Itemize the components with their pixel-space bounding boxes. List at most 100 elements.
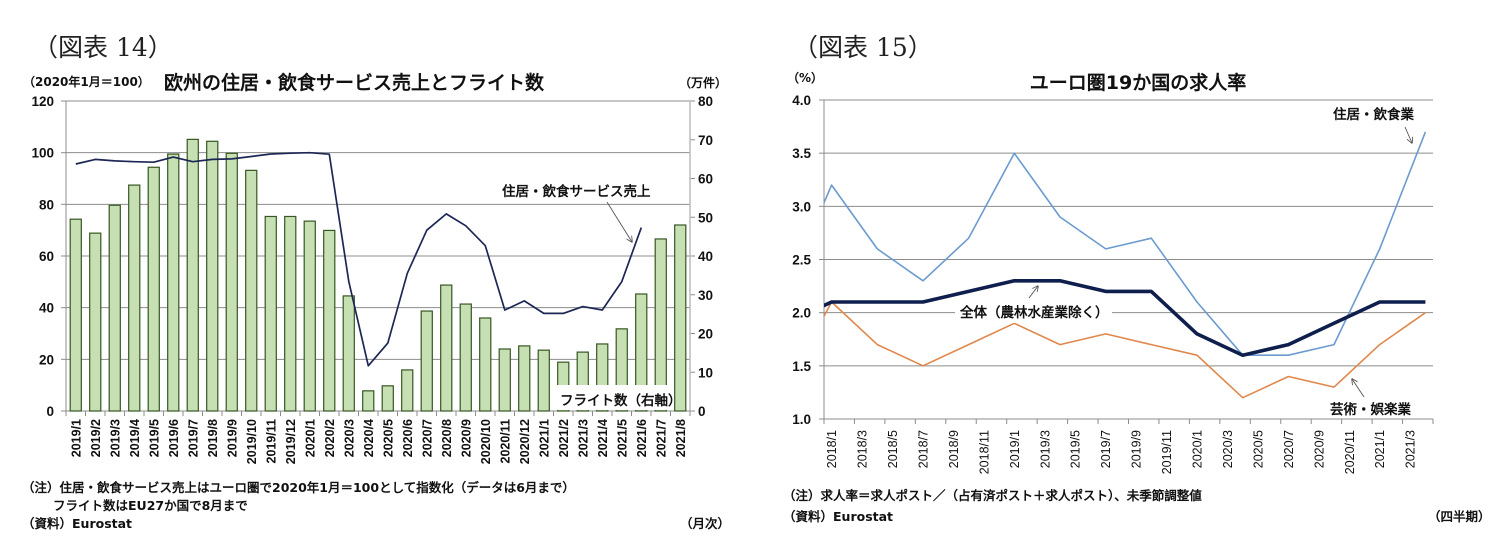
y-tick-label-right: 20: [698, 327, 713, 342]
flights-bar: [362, 390, 375, 412]
note-line: フライト数はEU27か国で8月まで: [53, 498, 248, 513]
x-tick-label: 2020/11: [1343, 430, 1357, 474]
figure-label: （図表 14）: [33, 33, 173, 62]
figure-14: （図表 14） （2020年1月＝100） 欧州の住居・飲食サービス売上とフライ…: [22, 33, 730, 531]
x-tick-label: 2019/11: [1160, 430, 1174, 474]
flights-bar-annotation: フライト数（右軸）: [560, 392, 682, 409]
flights-bar: [303, 220, 316, 412]
x-tick-label: 2018/9: [947, 430, 961, 468]
x-tick-label: 2020/8: [440, 419, 454, 457]
x-tick-label: 2020/10: [479, 419, 493, 464]
note-line: （注）求人率＝求人ポスト／（占有済ポスト＋求人ポスト）、未季節調整値: [783, 488, 1202, 503]
sales-line-annotation: 住居・飲食サービス売上: [502, 183, 651, 200]
x-tick-label: 2020/3: [1221, 430, 1235, 468]
y-axis-unit: （%）: [787, 70, 823, 85]
axes: 1.0 1.5 2.0 2.5 3.0 3.5 4.0: [792, 93, 1434, 427]
flights-bar: [420, 310, 433, 412]
note-line: （注）住居・飲食サービス売上はユーロ圏で2020年1月＝100として指数化（デー…: [22, 480, 575, 495]
x-axis-labels: 2018/1 2018/3 2018/5 2018/7 2018/9 2018/11 201…: [825, 430, 1418, 474]
flights-bar: [186, 138, 199, 412]
x-tick-label: 2019/11: [264, 419, 278, 464]
flights-bar: [108, 204, 121, 412]
arts-annotation: 芸術・娯楽業: [1330, 401, 1411, 418]
annotation-arrow: [606, 201, 632, 242]
flights-bar: [264, 215, 277, 412]
y-tick-label: 2.5: [792, 253, 811, 268]
y-tick-label-left: 60: [39, 249, 54, 264]
accommodation-annotation: 住居・飲食業: [1333, 106, 1414, 123]
flights-bar: [323, 229, 336, 412]
y-tick-label-right: 80: [698, 94, 713, 109]
x-tick-label: 2019/1: [1008, 430, 1022, 468]
x-tick-label: 2019/9: [1130, 430, 1144, 468]
x-tick-label: 2021/3: [576, 419, 590, 457]
x-axis-labels: 2019/1 2019/2 2019/3 2019/4 2019/5 2019/6 2019…: [69, 419, 688, 464]
x-tick-label: 2019/3: [1038, 430, 1052, 468]
x-tick-label: 2018/3: [856, 430, 870, 468]
x-tick-label: 2020/2: [323, 419, 337, 457]
x-tick-label: 2019/1: [69, 419, 83, 457]
flights-bar: [342, 295, 355, 412]
x-tick-label: 2019/10: [245, 419, 259, 464]
total-excl-agriculture-line: [824, 278, 1426, 358]
y-tick-label-left: 120: [31, 94, 54, 109]
left-axis-unit: （2020年1月＝100）: [23, 74, 150, 89]
flights-bar: [674, 224, 687, 412]
y-tick-label-right: 60: [698, 172, 713, 187]
x-tick-label: 2019/3: [108, 419, 122, 457]
flights-bar: [147, 166, 160, 412]
y-tick-label: 4.0: [792, 93, 811, 108]
y-tick-label-left: 20: [39, 352, 54, 367]
y-tick-label-left: 0: [46, 404, 54, 419]
x-tick-label: 2020/5: [381, 419, 395, 457]
y-tick-label-right: 0: [698, 404, 706, 419]
x-tick-label: 2018/1: [825, 430, 839, 468]
x-tick-label: 2019/4: [128, 419, 142, 457]
figure-label: （図表 15）: [793, 33, 933, 62]
y-tick-label-left: 80: [39, 197, 54, 212]
flights-bar: [518, 345, 531, 412]
annotation-arrow: [1352, 379, 1365, 398]
y-tick-label: 3.0: [792, 199, 811, 214]
gridlines: [824, 99, 1433, 367]
x-tick-label: 2018/11: [977, 430, 991, 474]
x-tick-label: 2020/7: [1282, 430, 1296, 468]
y-tick-label: 1.0: [792, 412, 811, 427]
annotation-arrow: [1028, 286, 1038, 299]
x-tick-label: 2019/8: [206, 419, 220, 457]
x-tick-label: 2021/5: [615, 419, 629, 457]
total-label-background: [955, 301, 1112, 323]
x-tick-label: 2019/9: [225, 419, 239, 457]
sales-line-layer: [75, 151, 643, 367]
y-tick-label-right: 10: [698, 365, 713, 380]
axes: 0 20 40 60 80 100 120 0 10 20 30 40 50 60 70 80: [31, 94, 713, 419]
x-tick-label: 2020/5: [1251, 430, 1265, 468]
flights-label-background: [556, 385, 674, 410]
series-lines: [824, 131, 1427, 399]
flights-bar: [401, 369, 414, 412]
flights-bar: [440, 284, 453, 412]
x-tick-label: 2020/3: [342, 419, 356, 457]
x-tick-label: 2021/2: [557, 419, 571, 457]
flights-bar: [69, 218, 82, 412]
y-tick-label-left: 100: [31, 146, 54, 161]
accommodation-food-line: [824, 131, 1427, 357]
y-tick-label: 1.5: [792, 359, 811, 374]
flights-bar: [225, 152, 238, 412]
x-tick-label: 2020/9: [459, 419, 473, 457]
x-tick-label: 2021/6: [635, 419, 649, 457]
y-tick-label-right: 40: [698, 249, 713, 264]
chart-title: 欧州の住居・飲食サービス売上とフライト数: [164, 71, 545, 94]
flights-bar: [596, 343, 609, 412]
y-tick-label-right: 70: [698, 133, 713, 148]
x-tick-label: 2018/5: [886, 430, 900, 468]
flights-bar: [498, 348, 511, 412]
y-tick-label: 3.5: [792, 146, 811, 161]
total-annotation: 全体（農林水産業除く）: [959, 304, 1109, 321]
x-tick-label: 2019/5: [147, 419, 161, 457]
flights-bar: [128, 184, 141, 412]
x-tick-label: 2021/1: [537, 419, 551, 457]
x-tick-label: 2019/2: [89, 419, 103, 457]
x-tick-label: 2019/7: [186, 419, 200, 457]
x-tick-label: 2021/4: [596, 419, 610, 457]
